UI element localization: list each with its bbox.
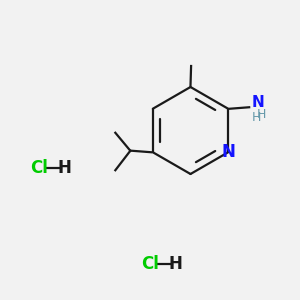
Text: Cl: Cl [141, 255, 159, 273]
Text: H: H [58, 159, 71, 177]
Text: H: H [169, 255, 182, 273]
Text: Cl: Cl [30, 159, 48, 177]
Text: N: N [252, 95, 264, 110]
Text: H: H [252, 111, 261, 124]
Text: N: N [222, 143, 236, 161]
Text: H: H [257, 108, 266, 121]
